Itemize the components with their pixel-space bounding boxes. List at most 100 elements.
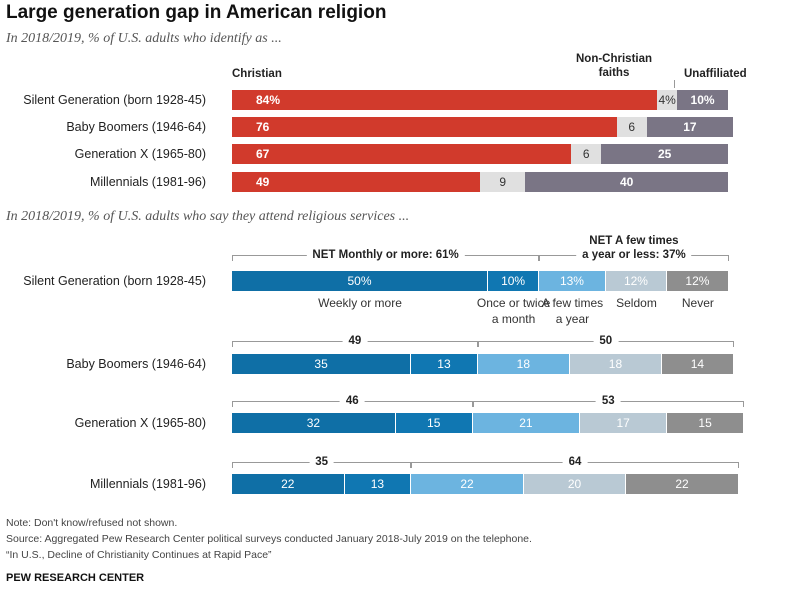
bar-value-label: 84% — [256, 93, 281, 107]
chart2-subtitle: In 2018/2019, % of U.S. adults who say t… — [6, 209, 410, 224]
bracket-tick — [471, 401, 473, 407]
bar-value-label: 4% — [658, 93, 676, 107]
bar-weekly-or-more: 35 — [232, 354, 412, 374]
header-connector — [674, 80, 675, 88]
row-label: Silent Generation (born 1928-45) — [23, 93, 206, 107]
bar-value-label: 32 — [306, 416, 321, 430]
bar-value-label: 13 — [437, 357, 451, 371]
net-bracket: 49 — [232, 334, 478, 348]
bar-value-label: 76 — [256, 120, 270, 134]
bracket-tick — [538, 255, 540, 261]
bar-seldom: 20 — [523, 474, 627, 494]
bar-a-few-times-a-year: 22 — [411, 474, 524, 494]
bar-value-label: 17 — [616, 416, 630, 430]
row-label: Generation X (1965-80) — [74, 416, 206, 430]
bar-value-label: 35 — [314, 357, 328, 371]
bar-once-or-twice-a-month: 10% — [488, 271, 540, 291]
net-label: 50 — [593, 334, 619, 348]
bar-once-or-twice-a-month: 15 — [395, 413, 473, 433]
bar-value-label: 13 — [370, 477, 385, 491]
bar-value-label: 9 — [499, 175, 507, 189]
bar-value-label: 15 — [698, 416, 712, 430]
row-label: Baby Boomers (1946-64) — [66, 357, 206, 371]
bar-a-few-times-a-year: 18 — [477, 354, 570, 374]
row-label: Generation X (1965-80) — [74, 147, 206, 161]
bar-christian: 84% — [232, 90, 658, 110]
net-label: 35 — [309, 455, 334, 469]
bar-seldom: 18 — [569, 354, 663, 374]
bracket-tick — [742, 401, 744, 407]
net-bracket: 35 — [232, 455, 412, 469]
bar-value-label: 50% — [347, 274, 372, 288]
header-unaffiliated: Unaffiliated — [684, 68, 747, 80]
row-label: Baby Boomers (1946-64) — [66, 120, 206, 134]
bar-value-label: 67 — [256, 147, 270, 161]
chart-title: Large generation gap in American religio… — [6, 2, 387, 23]
bar-unaffiliated: 25 — [601, 144, 728, 164]
bar-value-label: 21 — [519, 416, 533, 430]
bar-christian: 67 — [232, 144, 572, 164]
source-line: Source: Aggregated Pew Research Center p… — [6, 533, 532, 545]
bar-christian: 76 — [232, 117, 617, 137]
row-label: Millennials (1981-96) — [89, 175, 206, 189]
bar-once-or-twice-a-month: 13 — [344, 474, 412, 494]
bar-unaffiliated: 10% — [677, 90, 728, 110]
bar-value-label: 40 — [619, 175, 634, 189]
bracket-tick — [737, 462, 739, 468]
row-label: Millennials (1981-96) — [89, 477, 206, 491]
bracket-tick — [477, 341, 479, 347]
bar-never: 15 — [667, 413, 744, 433]
report-line: “In U.S., Decline of Christianity Contin… — [6, 549, 272, 561]
bar-value-label: 10% — [690, 93, 715, 107]
bar-never: 12% — [667, 271, 729, 291]
bar-value-label: 49 — [256, 175, 270, 189]
series-label: Seldom — [616, 296, 657, 310]
bar-value-label: 18 — [516, 357, 531, 371]
series-label: Never — [681, 296, 714, 310]
bar-value-label: 20 — [567, 477, 582, 491]
bracket-tick — [232, 341, 233, 347]
chart1-subtitle: In 2018/2019, % of U.S. adults who ident… — [6, 31, 282, 46]
bar-unaffiliated: 40 — [525, 172, 728, 192]
bar-non-christian-faiths: 6 — [571, 144, 602, 164]
bar-a-few-times-a-year: 13% — [539, 271, 606, 291]
net-bracket: 50 — [477, 334, 734, 348]
header-non-christian: Non-Christian faiths — [576, 53, 653, 79]
bar-value-label: 22 — [281, 477, 295, 491]
bar-weekly-or-more: 22 — [232, 474, 345, 494]
bracket-tick — [539, 255, 541, 261]
bar-unaffiliated: 17 — [646, 117, 733, 137]
bar-value-label: 12% — [623, 274, 648, 288]
bracket-tick — [411, 462, 413, 468]
net-bracket: 64 — [411, 455, 739, 469]
bar-value-label: 18 — [608, 357, 623, 371]
footer-brand: PEW RESEARCH CENTER — [6, 572, 145, 584]
bar-value-label: 14 — [690, 357, 705, 371]
bracket-tick — [476, 341, 478, 347]
bar-value-label: 15 — [427, 416, 441, 430]
bar-non-christian-faiths: 4% — [657, 90, 678, 110]
bracket-tick — [232, 401, 233, 407]
row-label: Silent Generation (born 1928-45) — [23, 274, 206, 288]
bracket-tick — [232, 462, 233, 468]
bracket-tick — [732, 341, 734, 347]
bar-weekly-or-more: 32 — [232, 413, 396, 433]
header-christian: Christian — [232, 68, 282, 80]
net-label: NET Monthly or more: 61% — [306, 248, 465, 262]
bar-value-label: 10% — [501, 274, 526, 288]
bar-seldom: 17 — [580, 413, 668, 433]
series-label: A few times a year — [541, 296, 604, 326]
bar-value-label: 25 — [657, 147, 672, 161]
bracket-tick — [410, 462, 412, 468]
net-label: NET A few times a year or less: 37% — [576, 234, 692, 262]
series-label: Weekly or more — [318, 296, 402, 310]
bar-once-or-twice-a-month: 13 — [411, 354, 478, 374]
bar-value-label: 22 — [675, 477, 689, 491]
bar-seldom: 12% — [605, 271, 668, 291]
bar-value-label: 22 — [460, 477, 474, 491]
bar-never: 14 — [662, 354, 734, 374]
bar-non-christian-faiths: 6 — [616, 117, 647, 137]
bar-never: 22 — [626, 474, 739, 494]
series-label: Once or twice a month — [476, 296, 551, 326]
bar-non-christian-faiths: 9 — [479, 172, 526, 192]
